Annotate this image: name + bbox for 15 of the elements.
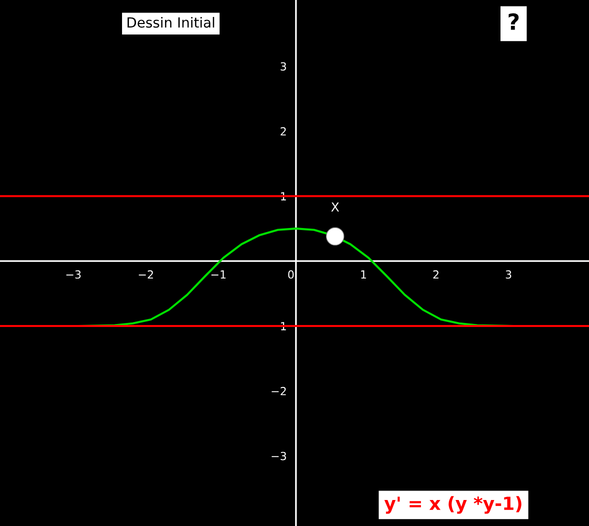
x-tick-label: −1 xyxy=(211,270,226,279)
annotation: ? xyxy=(508,13,519,30)
x-tick-label: −2 xyxy=(138,270,153,279)
y-tick-label: −3 xyxy=(272,452,286,460)
annotation: X xyxy=(331,202,340,212)
y-tick-label: 3 xyxy=(280,62,286,71)
x-tick-label: 3 xyxy=(506,270,512,279)
x-tick-label: 2 xyxy=(433,270,438,279)
x-tick-label: 1 xyxy=(361,270,366,279)
y-tick-label: −2 xyxy=(272,386,286,396)
x-tick-label: 0 xyxy=(288,270,294,279)
annotation: Dessin Initial xyxy=(128,16,214,28)
x-tick-label: −3 xyxy=(66,270,81,279)
y-tick-label: 2 xyxy=(280,127,286,136)
annotation: y' = x (y *y-1) xyxy=(384,496,522,514)
